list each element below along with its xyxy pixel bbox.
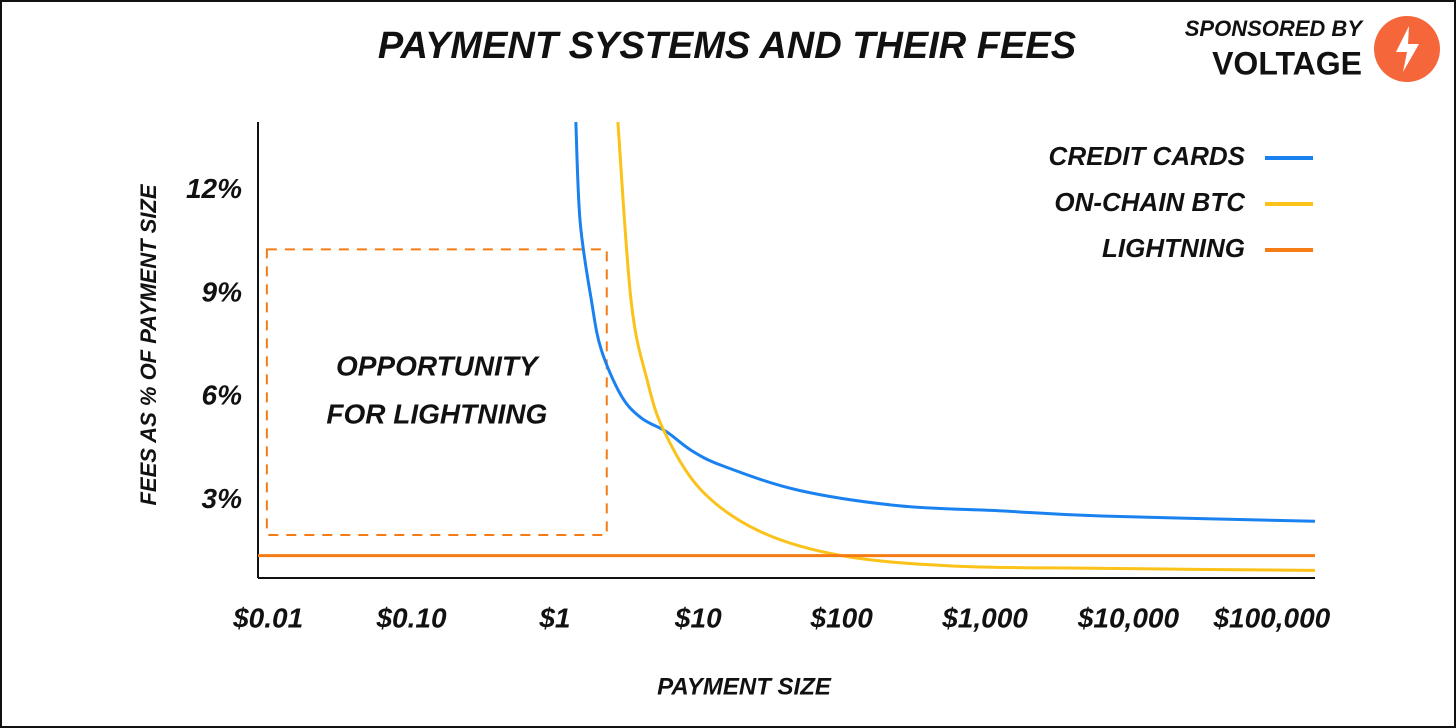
x-tick-label: $10 — [674, 602, 722, 633]
plot-area — [258, 121, 1315, 572]
x-tick-label: $100 — [810, 602, 874, 633]
x-tick-label: $1 — [538, 602, 570, 633]
annotation-text: FOR LIGHTNING — [326, 399, 547, 430]
y-tick-label: 12% — [186, 173, 242, 204]
x-tick-label: $0.10 — [375, 602, 446, 633]
y-tick-label: 9% — [202, 276, 243, 307]
x-tick-label: $10,000 — [1077, 602, 1180, 633]
y-axis-label: FEES AS % OF PAYMENT SIZE — [136, 183, 161, 505]
x-tick-label: $100,000 — [1212, 602, 1330, 633]
x-axis-label: PAYMENT SIZE — [657, 673, 832, 700]
legend-label: LIGHTNING — [1102, 233, 1245, 263]
y-tick-label: 6% — [202, 380, 243, 411]
annotation-text: OPPORTUNITY — [336, 351, 540, 382]
x-tick-label: $1,000 — [941, 602, 1028, 633]
series-line — [574, 121, 1315, 523]
series-line — [616, 121, 1315, 572]
legend-label: ON-CHAIN BTC — [1054, 187, 1246, 217]
x-tick-label: $0.01 — [232, 602, 303, 633]
sponsor-label: SPONSORED BY — [1185, 16, 1365, 41]
sponsor-name: VOLTAGE — [1212, 45, 1362, 81]
y-tick-label: 3% — [202, 483, 243, 514]
chart-title: PAYMENT SYSTEMS AND THEIR FEES — [378, 25, 1076, 67]
legend-label: CREDIT CARDS — [1049, 141, 1246, 171]
annotation-box — [265, 248, 608, 536]
sponsor-logo — [1374, 16, 1440, 82]
